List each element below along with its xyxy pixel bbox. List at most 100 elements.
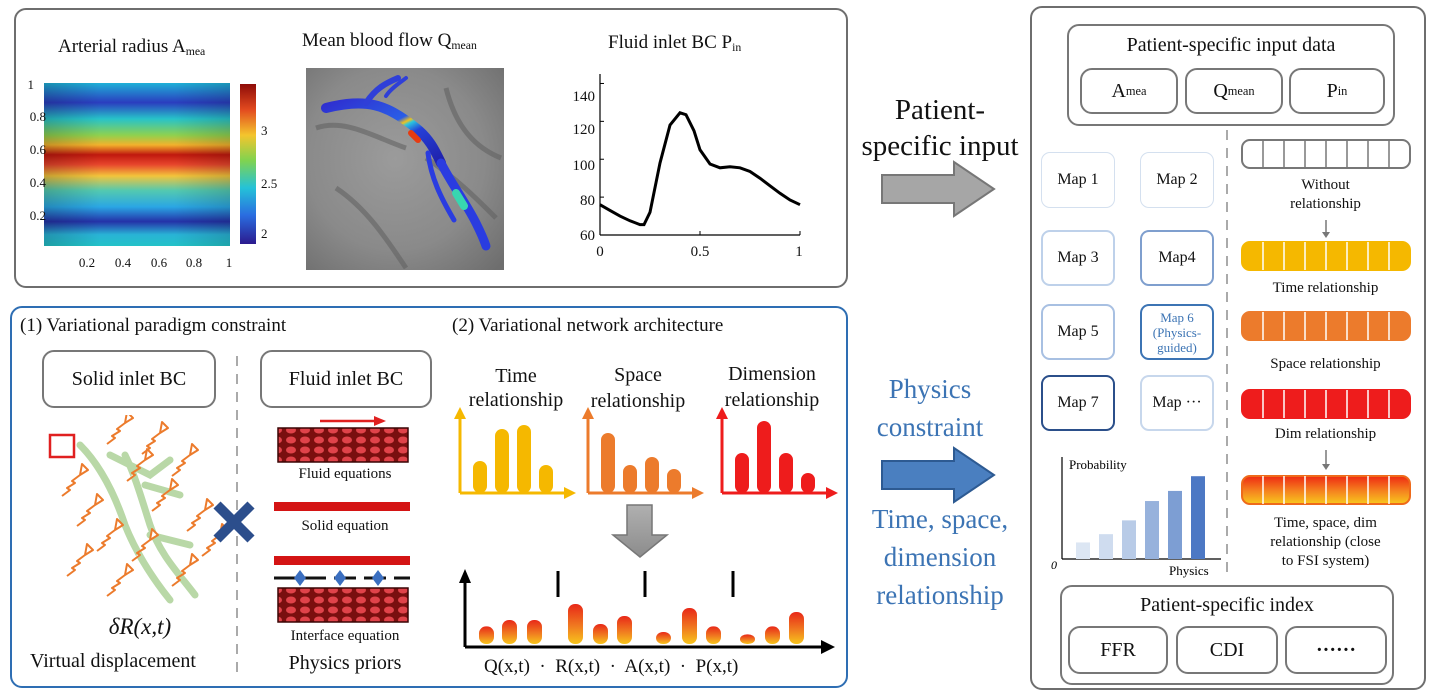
interface-equation-label: Interface equation (290, 628, 400, 644)
heatmap-ytick: 0.2 (30, 208, 46, 223)
combined-bar (740, 634, 755, 644)
displacement-arrow-icon (171, 443, 199, 477)
time-space-dimension-label: Time, space, dimension relationship (871, 504, 1009, 610)
colorbar (240, 84, 256, 244)
combined-bar (479, 626, 494, 644)
space-relationship-label: Space relationship (590, 364, 686, 412)
solid-equation-label: Solid equation (301, 518, 389, 534)
colorbar-tick: 2.5 (261, 176, 277, 191)
blue-arrow (881, 446, 996, 504)
dimension-bar (801, 473, 815, 493)
combined-bar (527, 620, 542, 644)
heatmap-ytick: 0.4 (30, 175, 47, 190)
index-ffr: FFR (1068, 626, 1168, 674)
space-bar (667, 469, 681, 493)
solid-inlet-box: Solid inlet BC (42, 350, 216, 408)
displacement-arrow-icon (66, 543, 94, 577)
physics-axis-label: Physics (1169, 563, 1209, 578)
map-7: Map 7 (1041, 375, 1115, 431)
heatmap-title: Arterial radius Amea (58, 36, 206, 58)
dimension-bar (757, 421, 771, 493)
combined-bar (682, 608, 697, 644)
pressure-title: Fluid inlet BC Pin (608, 32, 742, 54)
probability-bar (1145, 501, 1159, 559)
physics-constraint-label: Physics constraint (876, 374, 984, 442)
fluid-inlet-box: Fluid inlet BC (260, 350, 432, 408)
gray-arrow (881, 160, 996, 218)
combined-bar (617, 616, 632, 644)
small-down-arrow (1322, 450, 1330, 470)
space-relationship-strip-label: Space relationship (1270, 356, 1381, 372)
pressure-ytick: 140 (573, 89, 596, 105)
displacement-arrow-icon (106, 415, 134, 445)
heatmap-xtick: 1 (226, 255, 233, 270)
heatmap-xtick: 0.8 (186, 255, 202, 270)
map-2: Map 2 (1140, 152, 1214, 208)
displacement-arrow-icon (151, 478, 179, 512)
solid-strip (274, 502, 410, 511)
probability-bar (1122, 520, 1136, 559)
displacement-arrow-icon (61, 463, 89, 497)
probability-bar (1191, 476, 1205, 559)
combined-bar (789, 612, 804, 644)
strip-time-relationship (1241, 241, 1411, 271)
map-1: Map 1 (1041, 152, 1115, 208)
combined-bar (656, 632, 671, 644)
heatmap-ytick: 1 (28, 77, 35, 92)
vessel-displacement-figure (48, 415, 229, 604)
index-more: ······ (1285, 626, 1387, 674)
patient-index-title: Patient-specific index (1140, 594, 1314, 616)
heatmap-ytick: 0.8 (30, 109, 46, 124)
probability-axis-label: Probability (1069, 457, 1127, 472)
dimension-bar (735, 453, 749, 493)
cross-mark-icon (213, 501, 255, 543)
prob-origin-label: 0 (1051, 558, 1057, 572)
strip-without-relationship (1241, 139, 1411, 169)
virtual-displacement-label: Virtual displacement (30, 650, 196, 672)
probability-bar (1099, 534, 1113, 559)
space-bar (601, 433, 615, 493)
index-cdi: CDI (1176, 626, 1278, 674)
pressure-xtick: 0.5 (691, 244, 710, 260)
right-dashed-divider (1226, 130, 1228, 575)
displacement-arrow-icon (126, 448, 154, 482)
space-bar (623, 465, 637, 493)
interface-fluid-strip (277, 587, 409, 623)
strip-full-relationship (1241, 475, 1411, 505)
heatmap-xtick: 0.6 (151, 255, 168, 270)
combined-bar (706, 626, 721, 644)
radius-heatmap: 1 0.8 0.6 0.4 0.2 0.2 0.4 0.6 0.8 1 3 2.… (28, 77, 278, 270)
paradigm-title: (1) Variational paradigm constraint (20, 315, 287, 336)
time-relationship-strip-label: Time relationship (1272, 280, 1379, 296)
network-bar-charts (454, 407, 838, 654)
output-panel (1030, 6, 1426, 690)
full-relationship-label: Time, space, dim relationship (close to … (1270, 515, 1381, 569)
colorbar-tick: 2 (261, 226, 268, 241)
pressure-ytick: 100 (573, 158, 596, 174)
combined-bar (568, 604, 583, 644)
formula-q: Q(x,t) (484, 656, 530, 677)
pressure-series-line (599, 111, 801, 227)
probability-bar-chart: Probability 0 Physics (1051, 457, 1221, 578)
formula-r: R(x,t) (555, 656, 601, 677)
dimension-bar (779, 453, 793, 493)
space-bar (645, 457, 659, 493)
delta-r-label: δR(x,t) (108, 614, 172, 639)
formula-p: P(x,t) (695, 656, 739, 677)
time-bar (473, 461, 487, 493)
colorbar-tick: 3 (261, 123, 268, 138)
pressure-xtick: 1 (795, 244, 803, 260)
formula-a: A(x,t) (624, 656, 671, 677)
pressure-ytick: 120 (573, 122, 596, 138)
heatmap-xtick: 0.4 (115, 255, 132, 270)
interface-top-strip (274, 556, 410, 565)
map-3: Map 3 (1041, 230, 1115, 286)
heatmap-ytick: 0.6 (30, 142, 47, 157)
heatmap-xtick: 0.2 (79, 255, 95, 270)
time-relationship-label: Time relationship (468, 365, 564, 411)
down-arrow (610, 504, 670, 558)
map-4: Map4 (1140, 230, 1214, 286)
